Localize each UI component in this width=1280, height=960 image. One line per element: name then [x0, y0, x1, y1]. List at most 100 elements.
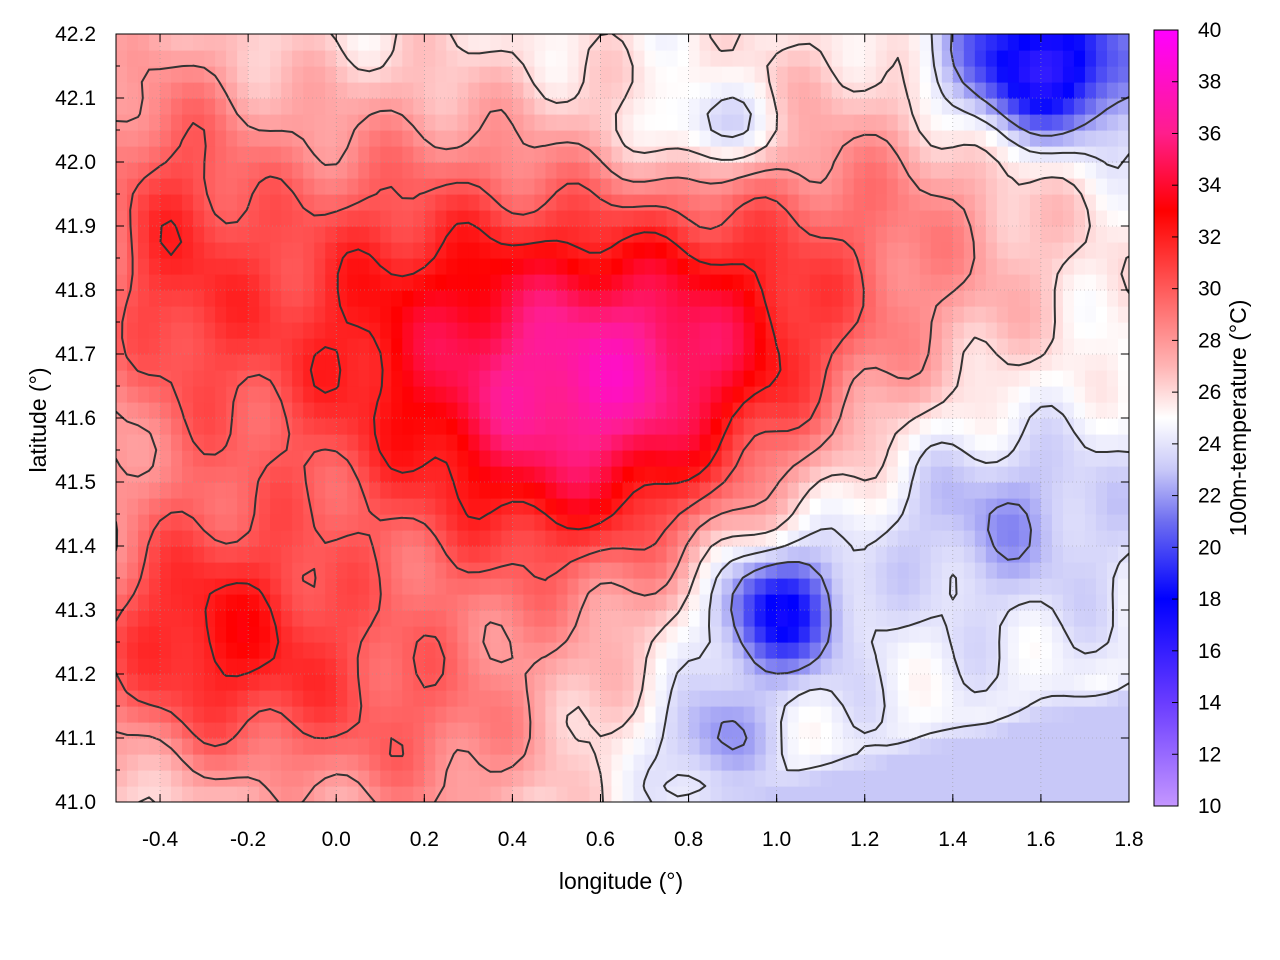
heatmap-cell [974, 578, 987, 595]
heatmap-cell [182, 66, 194, 83]
heatmap-cell [204, 706, 216, 723]
heatmap-cell [732, 386, 745, 403]
heatmap-cell [512, 450, 524, 467]
heatmap-cell [787, 610, 800, 627]
heatmap-cell [226, 450, 238, 467]
heatmap-cell [182, 258, 194, 275]
heatmap-cell [930, 674, 943, 691]
heatmap-cell [820, 722, 833, 739]
heatmap-cell [292, 338, 304, 355]
heatmap-cell [963, 450, 976, 467]
heatmap-cell [688, 466, 701, 483]
heatmap-cell [941, 178, 954, 195]
heatmap-cell [479, 498, 491, 515]
heatmap-cell [644, 610, 657, 627]
heatmap-cell [798, 690, 811, 707]
heatmap-cell [116, 770, 128, 787]
heatmap-cell [413, 274, 425, 291]
heatmap-cell [798, 258, 811, 275]
heatmap-cell [1040, 658, 1053, 675]
heatmap-cell [952, 130, 965, 147]
heatmap-cell [314, 402, 326, 419]
heatmap-cell [138, 274, 150, 291]
heatmap-cell [1106, 306, 1119, 323]
heatmap-cell [534, 258, 547, 275]
heatmap-cell [699, 338, 712, 355]
heatmap-cell [182, 50, 194, 67]
heatmap-cell [380, 578, 392, 595]
heatmap-cell [633, 146, 646, 163]
heatmap-cell [1018, 642, 1031, 659]
heatmap-cell [963, 34, 976, 51]
heatmap-cell [237, 418, 249, 435]
heatmap-cell [545, 130, 558, 147]
heatmap-cell [677, 322, 690, 339]
heatmap-cell [523, 594, 536, 611]
heatmap-cell [996, 610, 1009, 627]
heatmap-cell [798, 466, 811, 483]
heatmap-cell [204, 466, 216, 483]
heatmap-cell [1029, 82, 1042, 99]
heatmap-cell [292, 114, 304, 131]
heatmap-cell [523, 578, 536, 595]
heatmap-cell [347, 338, 359, 355]
heatmap-cell [974, 626, 987, 643]
heatmap-cell [688, 482, 701, 499]
heatmap-cell [776, 98, 789, 115]
heatmap-cell [490, 690, 502, 707]
heatmap-cell [1084, 82, 1097, 99]
heatmap-cell [666, 178, 679, 195]
heatmap-cell [765, 738, 778, 755]
heatmap-cell [501, 594, 513, 611]
heatmap-cell [974, 98, 987, 115]
heatmap-cell [325, 578, 337, 595]
heatmap-cell [182, 770, 194, 787]
heatmap-cell [358, 258, 370, 275]
heatmap-cell [314, 210, 326, 227]
heatmap-cell [633, 114, 646, 131]
heatmap-cell [952, 562, 965, 579]
heatmap-cell [127, 194, 139, 211]
heatmap-cell [468, 178, 480, 195]
heatmap-cell [1095, 338, 1108, 355]
heatmap-cell [270, 482, 282, 499]
heatmap-cell [1018, 210, 1031, 227]
heatmap-cell [809, 178, 822, 195]
heatmap-cell [1095, 642, 1108, 659]
heatmap-cell [545, 178, 558, 195]
heatmap-cell [908, 674, 921, 691]
heatmap-cell [798, 178, 811, 195]
heatmap-cell [1073, 178, 1086, 195]
heatmap-cell [611, 418, 624, 435]
heatmap-cell [149, 690, 161, 707]
heatmap-cell [336, 130, 348, 147]
heatmap-cell [853, 690, 866, 707]
heatmap-cell [138, 482, 150, 499]
heatmap-cell [171, 226, 183, 243]
heatmap-cell [776, 722, 789, 739]
heatmap-cell [1095, 370, 1108, 387]
heatmap-cell [391, 466, 403, 483]
heatmap-cell [468, 434, 480, 451]
heatmap-cell [721, 258, 734, 275]
heatmap-cell [897, 594, 910, 611]
heatmap-cell [281, 162, 293, 179]
heatmap-cell [237, 258, 249, 275]
heatmap-cell [237, 658, 249, 675]
heatmap-cell [138, 546, 150, 563]
heatmap-cell [930, 386, 943, 403]
heatmap-cell [710, 306, 723, 323]
heatmap-cell [1029, 402, 1042, 419]
heatmap-cell [479, 722, 491, 739]
heatmap-cell [545, 194, 558, 211]
heatmap-cell [820, 594, 833, 611]
heatmap-cell [468, 610, 480, 627]
heatmap-cell [1007, 194, 1020, 211]
heatmap-cell [204, 434, 216, 451]
heatmap-cell [1040, 530, 1053, 547]
heatmap-cell [1029, 706, 1042, 723]
heatmap-cell [732, 258, 745, 275]
heatmap-cell [149, 50, 161, 67]
heatmap-cell [193, 210, 205, 227]
heatmap-cell [622, 146, 635, 163]
